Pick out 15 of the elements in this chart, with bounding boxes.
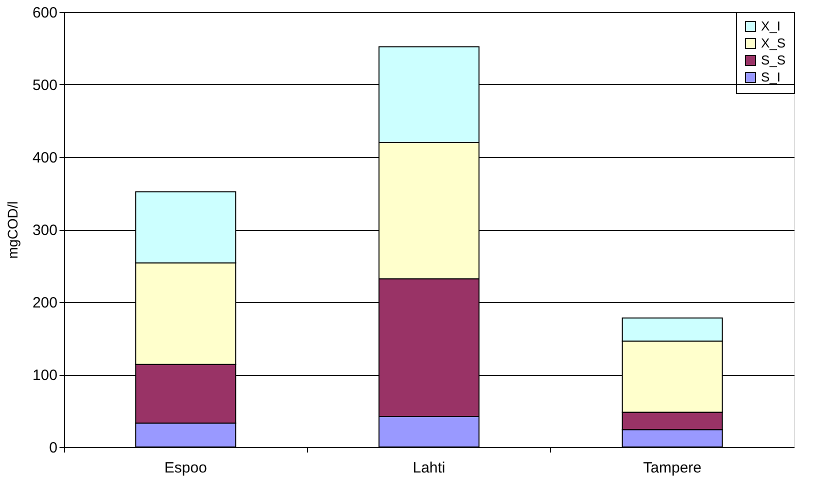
y-tick-label: 200 [32, 294, 58, 312]
legend-label: X_I [761, 18, 781, 34]
legend-label: S_I [761, 70, 781, 84]
y-tick-label: 400 [32, 150, 58, 166]
legend-label: X_S [761, 36, 786, 50]
x-tick-label: Tampere [643, 460, 702, 476]
x-tick-label: Lahti [412, 460, 446, 476]
y-tick-label: 0 [49, 440, 58, 456]
y-tick-label: 600 [32, 4, 58, 22]
y-axis-title: mgCOD/l [4, 201, 20, 259]
y-tick-label: 500 [32, 77, 58, 94]
y-tick-label: 100 [32, 367, 58, 384]
x-tick-label: Espoo [164, 460, 207, 476]
y-tick-label: 300 [32, 222, 58, 239]
legend-label: S_S [761, 52, 786, 68]
